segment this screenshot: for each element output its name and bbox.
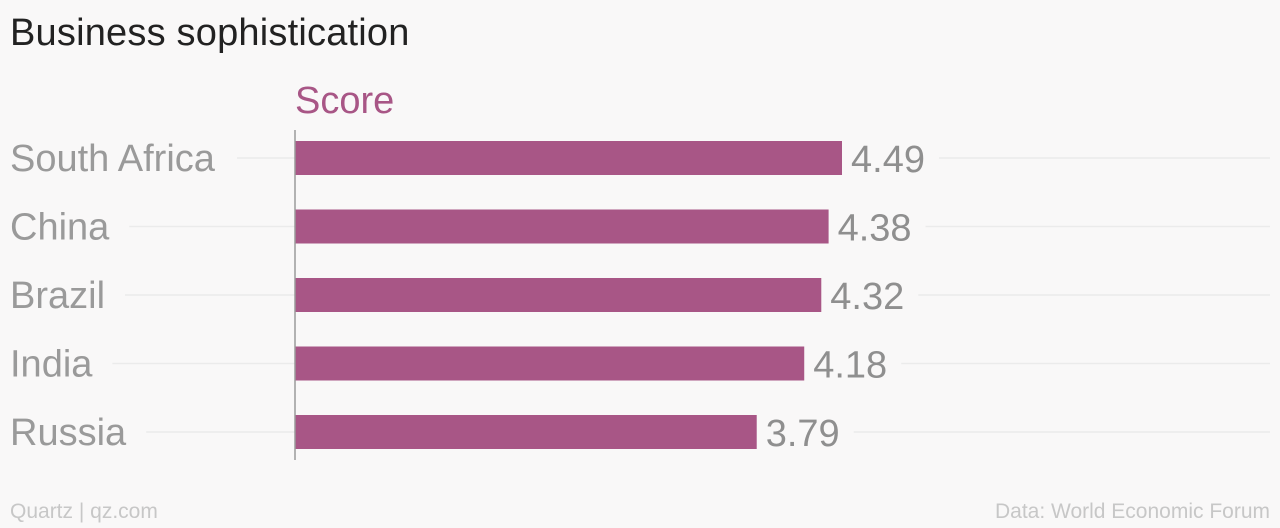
footer-source-right: Data: World Economic Forum — [994, 500, 1270, 523]
bar — [295, 346, 805, 381]
bar — [295, 209, 829, 244]
category-label: China — [10, 207, 110, 249]
value-label: 4.18 — [813, 345, 887, 387]
category-label: South Africa — [10, 138, 216, 180]
footer-source-left: Quartz | qz.com — [10, 500, 158, 523]
bars — [295, 141, 842, 449]
bar — [295, 141, 842, 175]
chart-title: Business sophistication — [10, 12, 410, 54]
category-label: Brazil — [10, 275, 105, 317]
value-label: 3.79 — [766, 413, 840, 455]
value-label: 4.38 — [838, 208, 912, 250]
value-label: 4.49 — [851, 139, 925, 181]
bar — [295, 415, 757, 449]
value-column-header: Score — [295, 80, 394, 122]
category-label: Russia — [10, 412, 127, 454]
bar — [295, 278, 822, 312]
labels: South Africa 4.49 China 4.38 Brazil 4.32 India… — [10, 138, 925, 455]
category-label: India — [10, 344, 93, 386]
value-label: 4.32 — [830, 276, 904, 318]
gridlines — [112, 157, 1270, 433]
